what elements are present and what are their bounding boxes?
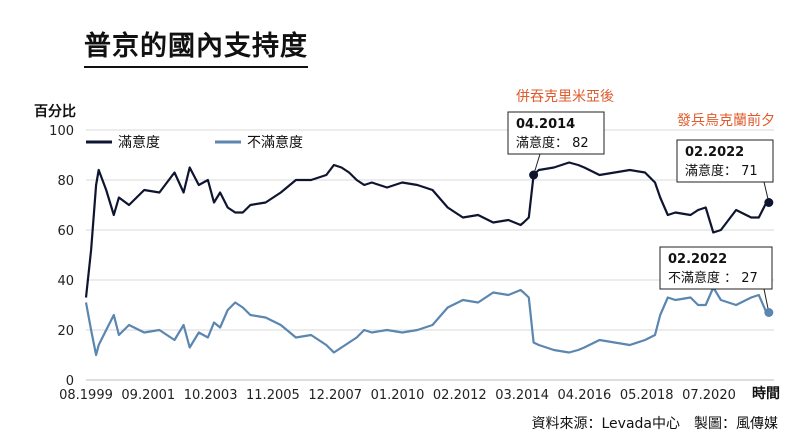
y-tick-label: 80 (57, 174, 74, 189)
x-axis-ticks: 08.1999 09.2001 10.2003 11.2005 12.2007 01.20… (59, 388, 736, 403)
x-tick-label: 02.2012 (433, 388, 487, 403)
y-tick-label: 60 (57, 224, 74, 239)
series-line-dissatisfaction (84, 286, 773, 357)
page-title: 普京的國內支持度 (84, 30, 308, 68)
event-label-invasion: 發兵烏克蘭前夕 (677, 112, 775, 129)
series-line-satisfaction (84, 161, 773, 298)
source-note: 資料來源：Levada中心 製圖：風傳媒 (531, 416, 779, 432)
y-tick-label: 0 (66, 374, 74, 389)
callout-2014-value: 滿意度： 82 (516, 135, 589, 151)
x-tick-label: 01.2010 (371, 388, 425, 403)
legend: 滿意度 不滿意度 (86, 134, 303, 151)
callout-2022-dis-date: 02.2022 (668, 252, 727, 267)
callout-2022-dissatisfaction: 02.2022 不滿意度 ： 27 (659, 246, 773, 290)
callout-2022-sat-value: 滿意度： 71 (685, 163, 758, 179)
x-tick-label: 12.2007 (308, 388, 362, 403)
y-axis-ticks: 0 20 40 60 80 100 (49, 124, 74, 389)
callout-2014-date: 04.2014 (516, 117, 575, 132)
legend-label-satisfaction: 滿意度 (118, 134, 160, 151)
callout-point (764, 308, 774, 317)
x-axis-label: 時間 (752, 385, 780, 402)
x-tick-label: 10.2003 (184, 388, 238, 403)
y-tick-label: 100 (49, 124, 74, 139)
x-tick-label: 04.2016 (558, 388, 612, 403)
callout-2022-sat-date: 02.2022 (685, 145, 744, 160)
callout-2022-satisfaction: 02.2022 滿意度： 71 (676, 139, 774, 183)
callout-point (529, 170, 539, 180)
x-tick-label: 05.2018 (620, 388, 674, 403)
callout-2014: 04.2014 滿意度： 82 (507, 111, 605, 155)
callout-markers (529, 153, 774, 317)
x-tick-label: 08.1999 (59, 388, 113, 403)
y-axis-label: 百分比 (34, 103, 76, 120)
event-label-crimea: 併吞克里米亞後 (516, 89, 614, 105)
x-tick-label: 09.2001 (121, 388, 175, 403)
y-tick-label: 20 (57, 324, 74, 339)
legend-label-dissatisfaction: 不滿意度 (247, 134, 303, 151)
y-tick-label: 40 (57, 274, 74, 289)
x-tick-label: 11.2005 (246, 388, 300, 403)
callout-point (764, 198, 774, 207)
gridlines (86, 129, 774, 381)
series-lines (84, 161, 773, 357)
x-tick-label: 07.2020 (682, 388, 736, 403)
x-tick-label: 03.2014 (495, 388, 549, 403)
callout-2022-dis-value: 不滿意度 ： 27 (668, 270, 758, 286)
